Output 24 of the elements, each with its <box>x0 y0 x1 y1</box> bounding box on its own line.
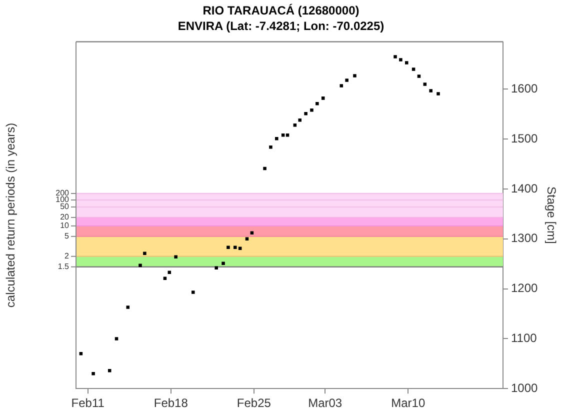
text: 20 <box>60 212 70 222</box>
y-tick-label: 1500 <box>511 131 538 146</box>
text: 10 <box>60 221 70 230</box>
x-tick-label: Feb18 <box>154 396 188 410</box>
y-tick-label: 1200 <box>511 281 538 296</box>
y-tick-label: 1100 <box>511 331 538 346</box>
text: 2 <box>64 252 70 261</box>
chart-title: RIO TARAUACÁ (12680000) <box>202 4 360 18</box>
text: 200 <box>56 188 70 198</box>
y2-axis-title: calculated return periods (in years) <box>4 122 18 308</box>
y-tick-label: 1400 <box>511 181 538 196</box>
y-tick-label: 1000 <box>511 380 538 395</box>
chart-subtitle: ENVIRA (Lat: -7.4281; Lon: -70.0225) <box>178 18 384 33</box>
x-tick-label: Feb25 <box>236 396 272 410</box>
text: 5 <box>64 232 70 241</box>
y-tick-label: 1600 <box>511 82 538 96</box>
y-axis-title: Stage [cm] <box>544 186 558 244</box>
x-tick-label: Mar03 <box>308 396 342 410</box>
text: 50 <box>60 202 70 212</box>
text: 100 <box>56 195 70 204</box>
text: 1.5 <box>58 262 70 272</box>
x-tick-label: Feb11 <box>71 396 105 410</box>
y-tick-label: 1300 <box>511 231 538 246</box>
x-tick-label: Mar10 <box>391 396 426 410</box>
